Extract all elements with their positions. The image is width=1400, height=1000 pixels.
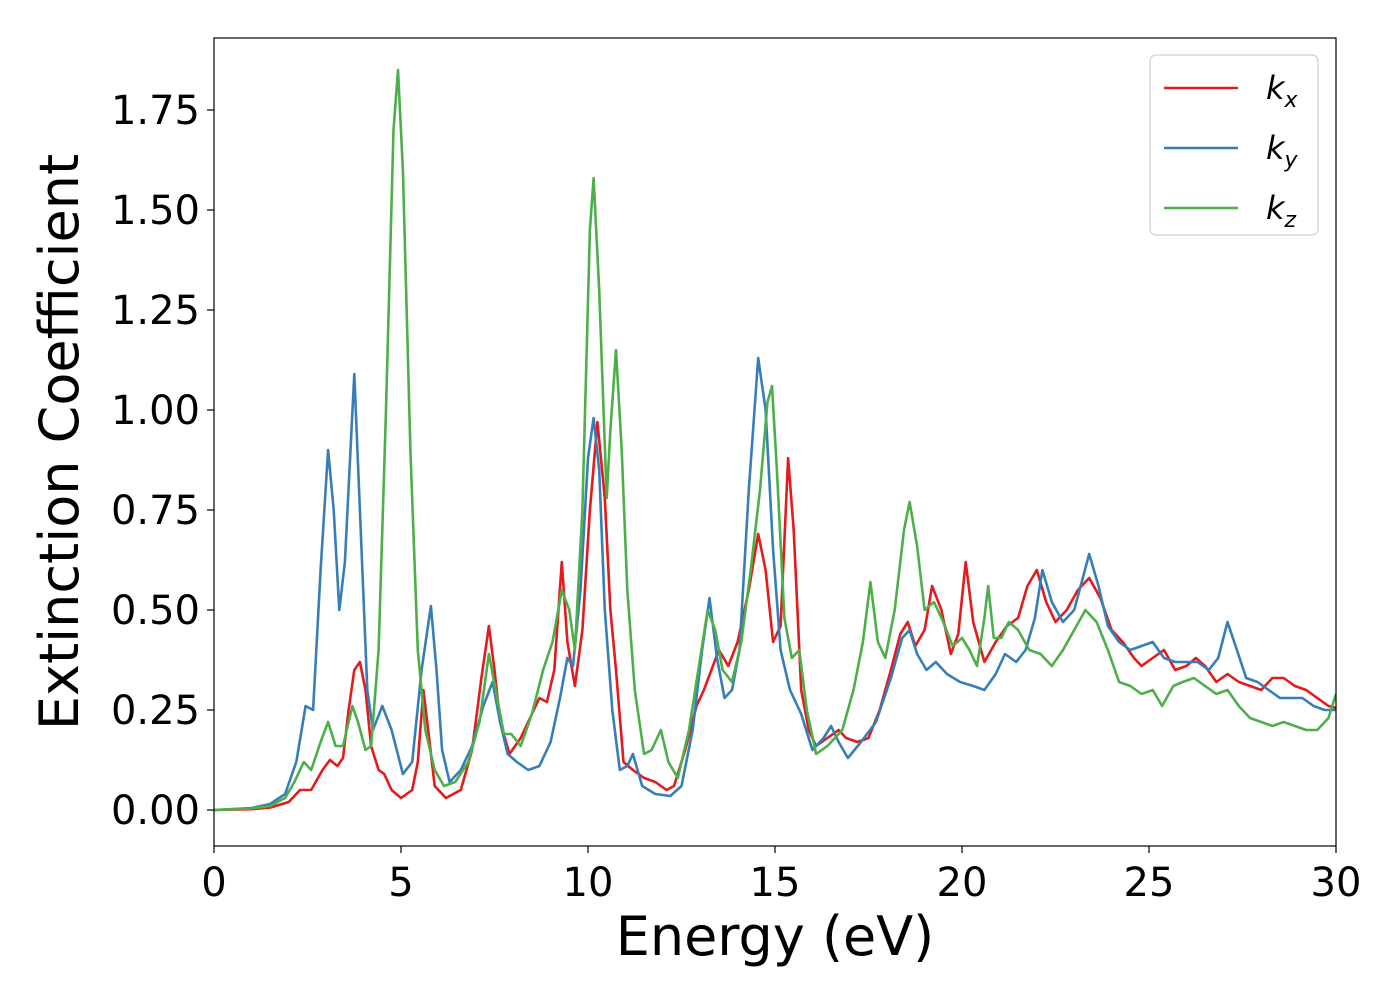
y-tick-label: 1.75 [111,88,200,134]
y-tick-label: 0.75 [111,488,200,534]
series-line-x [214,420,1336,812]
legend-box [1149,54,1319,236]
legend-label-subscript: z [1284,208,1297,233]
series-line-y [214,356,1336,812]
y-tick-label: 0.00 [111,788,200,834]
y-tick-label: 0.50 [111,588,200,634]
legend-label-y: ky [1266,129,1299,173]
y-tick-label: 1.50 [111,188,200,234]
y-tick-label: 0.25 [111,688,200,734]
legend-label-base: k [1266,129,1286,167]
x-tick-label: 0 [201,860,226,906]
legend-label-x: kx [1266,69,1299,113]
legend-label-base: k [1266,69,1286,107]
legend-label-z: kz [1266,189,1297,233]
x-tick-label: 15 [750,860,801,906]
x-tick-label: 10 [563,860,614,906]
y-tick-label: 1.25 [111,288,200,334]
series-line-z [214,68,1336,812]
x-tick-label: 25 [1124,860,1175,906]
x-tick-label: 20 [937,860,988,906]
legend-label-subscript: y [1284,148,1299,173]
x-axis-title: Energy (eV) [616,905,935,968]
plot-frame [213,37,1337,847]
y-axis-title: Extinction Coefficient [28,154,91,730]
y-tick-label: 1.00 [111,388,200,434]
legend-label-subscript: x [1284,88,1299,113]
x-tick-label: 30 [1311,860,1362,906]
legend-label-base: k [1266,189,1286,227]
x-tick-label: 5 [388,860,413,906]
